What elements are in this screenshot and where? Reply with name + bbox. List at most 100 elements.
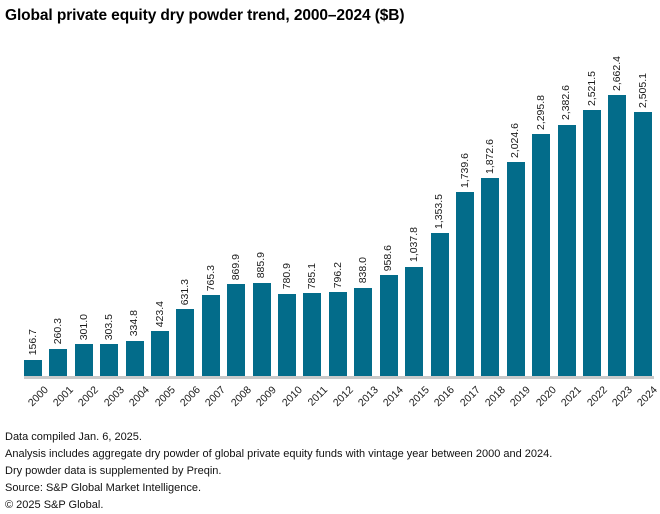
- bar-group-2015: 1,037.8: [405, 227, 424, 376]
- bar-group-2024: 2,505.1: [633, 72, 652, 376]
- x-tick-label: 2004: [127, 384, 153, 410]
- x-tick-label: 2008: [228, 384, 254, 410]
- bar-group-2010: 780.9: [278, 263, 297, 376]
- bar-group-2009: 885.9: [252, 252, 271, 376]
- bar-value-label: 2,521.5: [585, 70, 598, 106]
- bar: [278, 293, 297, 376]
- x-axis-line: [24, 376, 654, 379]
- x-tick-2021: 2021: [558, 381, 584, 417]
- x-tick-2012: 2012: [329, 381, 355, 417]
- x-tick-label: 2023: [609, 384, 635, 410]
- x-tick-label: 2000: [25, 384, 51, 410]
- x-tick-label: 2007: [203, 384, 229, 410]
- x-tick-label: 2013: [355, 384, 381, 410]
- bar-value-label: 1,872.6: [484, 139, 497, 175]
- footnote-source: Source: S&P Global Market Intelligence.: [5, 482, 202, 494]
- bar-group-2004: 334.8: [125, 310, 144, 376]
- bar-value-label: 334.8: [128, 310, 141, 337]
- bar-value-label: 2,295.8: [534, 94, 547, 130]
- bar: [379, 274, 398, 376]
- bar-group-2021: 2,382.6: [557, 85, 576, 376]
- bar-value-label: 2,024.6: [509, 123, 522, 159]
- plot-area: 156.7 260.3 301.0 303.5 334.8 423.4 631.3 765.3…: [24, 42, 652, 376]
- bar-value-label: 958.6: [382, 244, 395, 271]
- x-tick-2001: 2001: [49, 381, 76, 417]
- bars-row: 156.7 260.3 301.0 303.5 334.8 423.4 631.3 765.3…: [24, 42, 652, 376]
- x-tick-2006: 2006: [176, 381, 203, 417]
- x-tick-2024: 2024: [634, 381, 660, 417]
- bar-group-2016: 1,353.5: [430, 194, 449, 376]
- bar-group-2020: 2,295.8: [532, 94, 551, 376]
- bar-group-2023: 2,662.4: [608, 55, 627, 376]
- bar: [557, 124, 576, 376]
- bar-value-label: 2,662.4: [611, 55, 624, 91]
- bar-group-2007: 765.3: [201, 264, 220, 376]
- x-tick-2020: 2020: [532, 381, 559, 417]
- x-tick-label: 2002: [76, 384, 102, 410]
- bar-value-label: 765.3: [204, 264, 217, 292]
- bar-value-label: 785.1: [306, 262, 319, 290]
- x-tick-2000: 2000: [24, 381, 50, 417]
- x-tick-label: 2024: [635, 384, 660, 410]
- bar-group-2019: 2,024.6: [506, 123, 525, 376]
- bar-group-2003: 303.5: [100, 314, 119, 376]
- x-tick-label: 2006: [177, 384, 203, 410]
- bar: [201, 295, 220, 376]
- bar-value-label: 869.9: [230, 253, 242, 281]
- bar: [74, 344, 93, 376]
- bar: [532, 133, 551, 376]
- bar-value-label: 156.7: [26, 329, 39, 356]
- x-tick-2003: 2003: [100, 381, 127, 417]
- x-tick-label: 2010: [279, 384, 305, 410]
- x-tick-2004: 2004: [126, 381, 152, 417]
- x-tick-2007: 2007: [202, 381, 228, 417]
- x-tick-label: 2015: [406, 384, 432, 410]
- bar-group-2000: 156.7: [24, 329, 42, 376]
- bar: [24, 359, 42, 376]
- bar-group-2011: 785.1: [303, 262, 322, 376]
- bar: [506, 162, 525, 376]
- footnote-analysis: Analysis includes aggregate dry powder o…: [5, 448, 553, 460]
- x-tick-label: 2014: [381, 384, 407, 410]
- bar-value-label: 2,505.1: [636, 72, 649, 108]
- bar: [303, 293, 322, 376]
- x-tick-2011: 2011: [303, 381, 329, 417]
- footnote-copyright: © 2025 S&P Global.: [5, 499, 104, 511]
- bar: [354, 287, 373, 376]
- bar: [49, 348, 68, 376]
- footnote-compiled: Data compiled Jan. 6, 2025.: [5, 431, 142, 443]
- bar: [252, 282, 271, 376]
- x-tick-2010: 2010: [278, 381, 305, 417]
- bar-group-2008: 869.9: [227, 253, 246, 376]
- bar-value-label: 1,353.5: [433, 194, 446, 230]
- bar-value-label: 780.9: [280, 263, 293, 290]
- bar-value-label: 838.0: [357, 257, 370, 284]
- x-tick-2014: 2014: [380, 381, 406, 417]
- bar-group-2014: 958.6: [379, 244, 398, 376]
- x-tick-2015: 2015: [405, 381, 432, 417]
- x-axis-tick-labels: 2000 2001 2002 2003 2004 2005 2006 2007 2008 2009…: [24, 381, 660, 417]
- x-tick-2009: 2009: [253, 381, 279, 417]
- x-tick-label: 2020: [533, 384, 559, 410]
- x-tick-label: 2011: [305, 384, 330, 409]
- bar: [405, 266, 424, 376]
- bar-group-2018: 1,872.6: [481, 139, 500, 376]
- bar-group-2006: 631.3: [176, 279, 195, 376]
- bar: [100, 344, 119, 376]
- bar-value-label: 1,037.8: [407, 227, 420, 263]
- bar-value-label: 631.3: [179, 279, 192, 306]
- footnotes: Data compiled Jan. 6, 2025. Analysis inc…: [5, 429, 655, 514]
- x-tick-label: 2016: [431, 384, 457, 410]
- x-tick-2017: 2017: [456, 381, 482, 417]
- x-tick-label: 2018: [482, 384, 508, 410]
- x-tick-2005: 2005: [151, 381, 178, 417]
- bar: [227, 284, 246, 376]
- bar: [582, 109, 601, 376]
- bar: [430, 233, 449, 376]
- bar-value-label: 885.9: [255, 252, 268, 279]
- x-tick-label: 2003: [101, 384, 127, 410]
- x-tick-2018: 2018: [481, 381, 508, 417]
- x-tick-2008: 2008: [227, 381, 254, 417]
- x-tick-label: 2017: [457, 384, 483, 410]
- x-tick-2016: 2016: [431, 381, 457, 417]
